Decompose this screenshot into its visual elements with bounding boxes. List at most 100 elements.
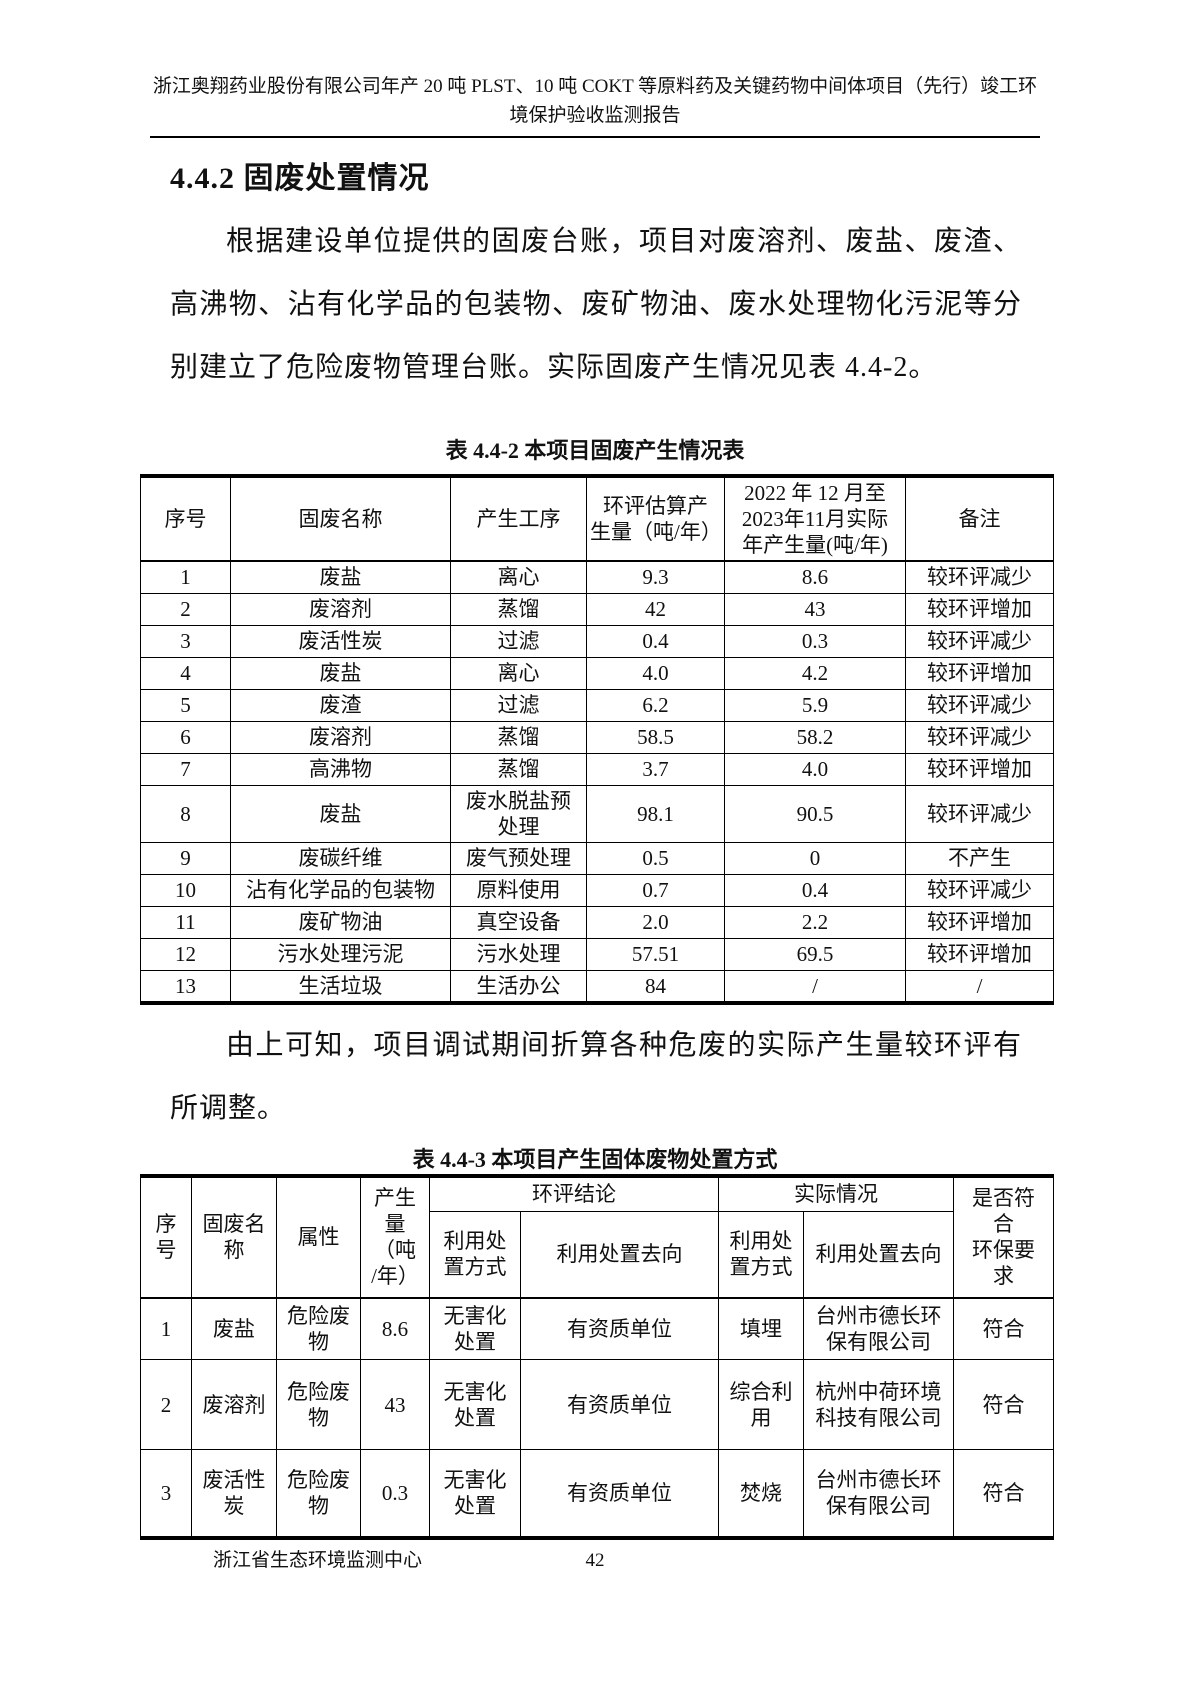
table-cell: 综合利 用 xyxy=(718,1359,804,1450)
table-cell: 0.3 xyxy=(360,1449,430,1538)
table-cell: 较环评减少 xyxy=(905,784,1054,843)
col-header-index: 序号 xyxy=(140,475,231,562)
table-cell: 5 xyxy=(140,688,231,722)
table-cell: 离心 xyxy=(450,560,587,594)
table-cell: 2 xyxy=(140,592,231,626)
table-cell: 69.5 xyxy=(724,937,906,971)
table-cell: 58.5 xyxy=(586,720,725,754)
table-cell: 焚烧 xyxy=(718,1449,804,1538)
table-cell: 危险废 物 xyxy=(276,1359,361,1450)
col-header-actual-destination: 利用处置去向 xyxy=(803,1211,954,1299)
table-cell: 8 xyxy=(140,784,231,843)
table-cell: 9 xyxy=(140,841,231,875)
table-cell: 8.6 xyxy=(724,560,906,594)
table-cell: 3.7 xyxy=(586,752,725,786)
col-header-actual-method: 利用处 置方式 xyxy=(718,1211,804,1299)
table-cell: 1 xyxy=(140,1297,192,1360)
col-header-remark: 备注 xyxy=(905,475,1054,562)
table-cell: 较环评减少 xyxy=(905,873,1054,907)
table-waste-generation: 序号 固废名称 产生工序 环评估算产 生量（吨/年） 2022 年 12 月至 … xyxy=(140,474,1054,1005)
table-cell: 较环评减少 xyxy=(905,624,1054,658)
table-cell: 废盐 xyxy=(191,1297,277,1360)
table-cell: 废渣 xyxy=(230,688,451,722)
table-cell: 污水处理 xyxy=(450,937,587,971)
col-header-process: 产生工序 xyxy=(450,475,587,562)
table-cell: 6.2 xyxy=(586,688,725,722)
table-cell: 较环评减少 xyxy=(905,720,1054,754)
table-cell: 废活性炭 xyxy=(230,624,451,658)
table-cell: 较环评增加 xyxy=(905,752,1054,786)
col-header-waste-name: 固废名 称 xyxy=(191,1175,277,1299)
footer-page-number: 42 xyxy=(585,1550,605,1571)
paragraph-conclusion: 由上可知，项目调试期间折算各种危废的实际产生量较环评有所调整。 xyxy=(170,1029,1022,1124)
table-cell: 无害化 处置 xyxy=(429,1359,521,1450)
table-cell: 过滤 xyxy=(450,688,587,722)
table-cell: 危险废 物 xyxy=(276,1297,361,1360)
header-row: 序号 固废名称 产生工序 环评估算产 生量（吨/年） 2022 年 12 月至 … xyxy=(140,475,1054,562)
table-row: 11 废矿物油 真空设备 2.0 2.2 较环评增加 xyxy=(140,905,1054,939)
table-cell: 较环评减少 xyxy=(905,560,1054,594)
table-cell: 台州市德长环 保有限公司 xyxy=(803,1297,954,1360)
table-cell: 废活性 炭 xyxy=(191,1449,277,1538)
table-cell: 蒸馏 xyxy=(450,752,587,786)
group-header-eia-conclusion: 环评结论 xyxy=(429,1175,719,1212)
table-cell: 1 xyxy=(140,560,231,594)
table-cell: 43 xyxy=(724,592,906,626)
table-cell: 生活垃圾 xyxy=(230,969,451,1003)
table-cell: 10 xyxy=(140,873,231,907)
table-cell: 6 xyxy=(140,720,231,754)
table-cell: 有资质单位 xyxy=(520,1359,719,1450)
table-row: 1 废盐 离心 9.3 8.6 较环评减少 xyxy=(140,560,1054,594)
running-header-line1: 浙江奥翔药业股份有限公司年产 20 吨 PLST、10 吨 COKT 等原料药及… xyxy=(152,76,1038,97)
table-cell: 危险废 物 xyxy=(276,1449,361,1538)
table-cell: 0 xyxy=(724,841,906,875)
table-cell: 84 xyxy=(586,969,725,1003)
table-cell: 4 xyxy=(140,656,231,690)
table-cell: 废矿物油 xyxy=(230,905,451,939)
table1-caption: 表 4.4-2 本项目固废产生情况表 xyxy=(445,438,745,463)
table-cell: 8.6 xyxy=(360,1297,430,1360)
table-cell: 2 xyxy=(140,1359,192,1450)
table-cell: 较环评减少 xyxy=(905,688,1054,722)
running-header-line2: 境保护验收监测报告 xyxy=(509,105,681,126)
table-row: 13 生活垃圾 生活办公 84// xyxy=(140,969,1054,1003)
table-cell: 0.7 xyxy=(586,873,725,907)
table-row: 2 废溶剂 蒸馏 42 43 较环评增加 xyxy=(140,592,1054,626)
table-cell: 离心 xyxy=(450,656,587,690)
page-footer: 浙江省生态环境监测中心 42 xyxy=(0,1548,1190,1574)
table-cell: 符合 xyxy=(953,1449,1054,1538)
table-cell: 生活办公 xyxy=(450,969,587,1003)
table-cell: 不产生 xyxy=(905,841,1054,875)
table-cell: 废盐 xyxy=(230,560,451,594)
table-waste-disposal: 序 号 固废名 称 属性 产生 量 （吨 /年） 环评结论 实际情况 是否符 合… xyxy=(140,1173,1054,1540)
table-row: 10 沾有化学品的包装物 原料使用 0.7 0.4 较环评减少 xyxy=(140,873,1054,907)
table-cell: 符合 xyxy=(953,1359,1054,1450)
table-cell: 台州市德长环 保有限公司 xyxy=(803,1449,954,1538)
table-cell: 0.5 xyxy=(586,841,725,875)
table-cell: 无害化 处置 xyxy=(429,1297,521,1360)
table-cell: 沾有化学品的包装物 xyxy=(230,873,451,907)
col-header-eia-destination: 利用处置去向 xyxy=(520,1211,719,1299)
table-cell: 7 xyxy=(140,752,231,786)
paragraph-waste-ledger: 根据建设单位提供的固废台账，项目对废溶剂、废盐、废渣、高沸物、沾有化学品的包装物… xyxy=(170,226,1022,383)
col-header-attribute: 属性 xyxy=(276,1175,361,1299)
table-row: 2 废溶剂 危险废 物 43 无害化 处置 有资质单位 综合利 用杭州中荷环境 科技有限公司… xyxy=(140,1359,1054,1450)
table-cell: 较环评增加 xyxy=(905,656,1054,690)
table-cell: / xyxy=(905,969,1054,1003)
table-cell: 4.0 xyxy=(724,752,906,786)
table-row: 5 废渣 过滤 6.2 5.9 较环评减少 xyxy=(140,688,1054,722)
table-cell: 5.9 xyxy=(724,688,906,722)
table-cell: 较环评增加 xyxy=(905,905,1054,939)
table-cell: 废溶剂 xyxy=(230,720,451,754)
header-row-groups: 序 号 固废名 称 属性 产生 量 （吨 /年） 环评结论 实际情况 是否符 合… xyxy=(140,1175,1054,1299)
table-cell: 11 xyxy=(140,905,231,939)
table-row: 8 废盐 废水脱盐预 处理 98.1 90.5 较环评减少 xyxy=(140,784,1054,843)
col-header-index: 序 号 xyxy=(140,1175,192,1299)
col-header-waste-name: 固废名称 xyxy=(230,475,451,562)
table-cell: 有资质单位 xyxy=(520,1297,719,1360)
table-cell: 废盐 xyxy=(230,784,451,843)
table-cell: 4.2 xyxy=(724,656,906,690)
table-cell: 废溶剂 xyxy=(191,1359,277,1450)
table-cell: 0.4 xyxy=(724,873,906,907)
table-cell: 98.1 xyxy=(586,784,725,843)
